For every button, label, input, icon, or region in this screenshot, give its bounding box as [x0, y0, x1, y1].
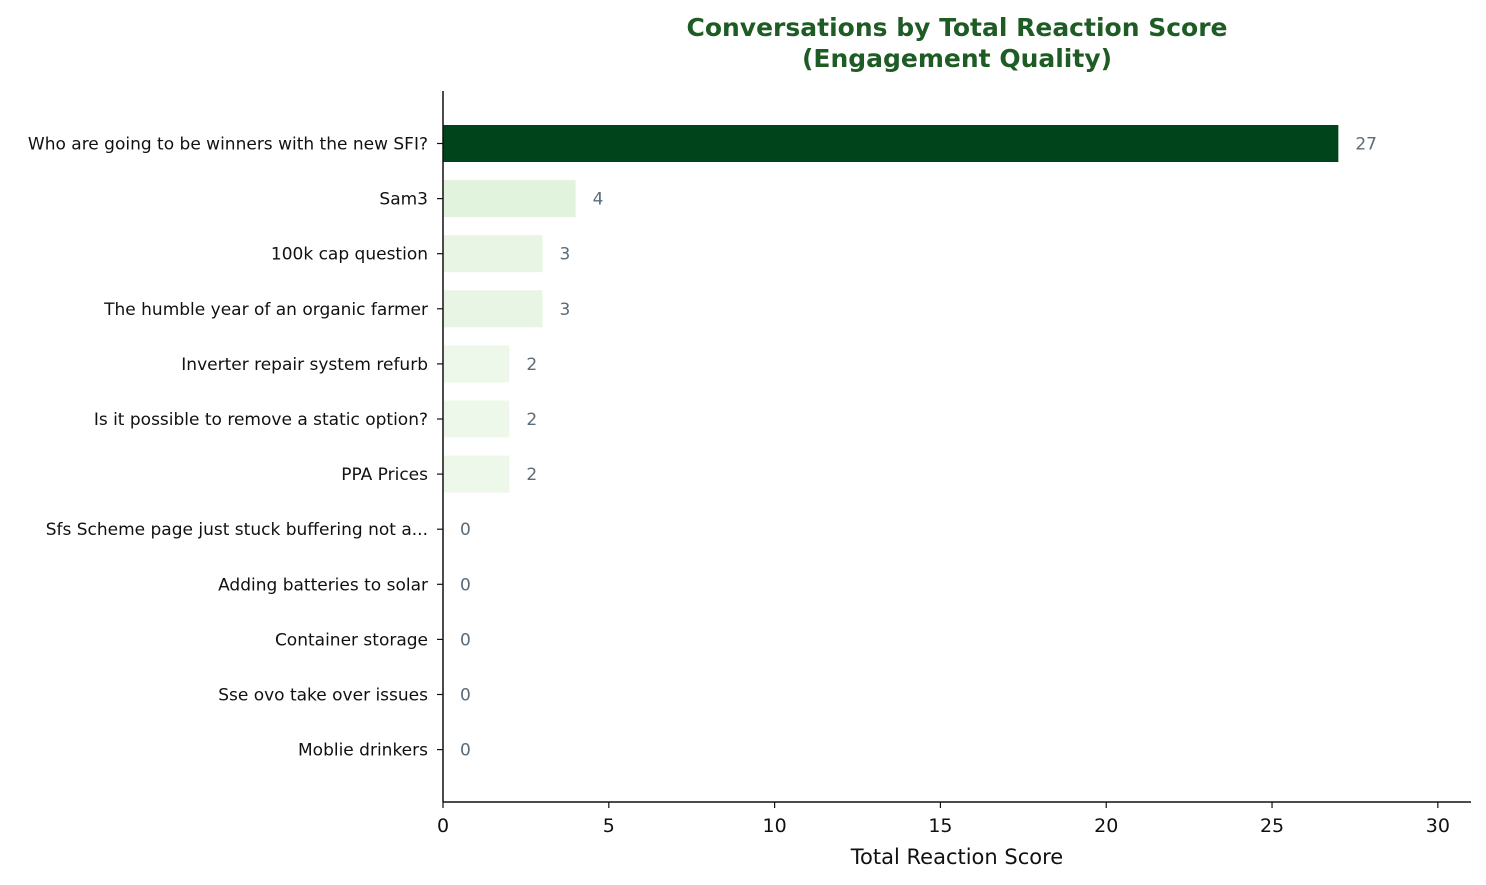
value-label-3: 3 — [559, 300, 570, 320]
x-tick-label-4: 20 — [1094, 815, 1118, 837]
category-label-11: Moblie drinkers — [298, 741, 428, 761]
value-label-5: 2 — [526, 410, 537, 430]
bar-3 — [443, 290, 543, 328]
bar-0 — [443, 125, 1339, 162]
value-label-7: 0 — [460, 520, 471, 540]
value-labels: 27 4 3 3 2 2 2 0 0 0 0 0 — [460, 135, 1377, 761]
value-label-2: 3 — [559, 245, 570, 265]
category-label-1: Sam3 — [379, 190, 428, 210]
x-tick-label-5: 25 — [1260, 815, 1284, 837]
value-label-8: 0 — [460, 575, 471, 595]
category-label-2: 100k cap question — [271, 245, 428, 265]
bars — [443, 125, 1339, 493]
value-label-6: 2 — [526, 465, 537, 485]
chart-title-line-2: (Engagement Quality) — [802, 44, 1112, 73]
x-tick-label-3: 15 — [928, 815, 952, 837]
value-label-1: 4 — [593, 190, 604, 210]
value-label-4: 2 — [526, 355, 537, 375]
axes — [442, 91, 1471, 803]
chart-title-line-1: Conversations by Total Reaction Score — [686, 13, 1227, 42]
category-label-4: Inverter repair system refurb — [181, 355, 428, 375]
x-axis-ticks: 0 5 10 15 20 25 30 — [437, 802, 1450, 837]
category-label-3: The humble year of an organic farmer — [103, 300, 428, 320]
bar-6 — [443, 455, 510, 493]
category-label-0: Who are going to be winners with the new… — [28, 135, 428, 155]
category-label-6: PPA Prices — [341, 465, 428, 485]
category-label-8: Adding batteries to solar — [218, 575, 428, 595]
chart-title: Conversations by Total Reaction Score (E… — [686, 13, 1227, 73]
bar-1 — [443, 180, 576, 218]
category-labels: Who are going to be winners with the new… — [28, 135, 443, 761]
bar-2 — [443, 235, 543, 273]
category-label-7: Sfs Scheme page just stuck buffering not… — [46, 520, 428, 540]
value-label-0: 27 — [1355, 135, 1377, 155]
x-axis-title: Total Reaction Score — [850, 845, 1063, 869]
category-label-9: Container storage — [275, 630, 428, 650]
x-tick-label-0: 0 — [437, 815, 449, 837]
value-label-11: 0 — [460, 741, 471, 761]
value-label-9: 0 — [460, 630, 471, 650]
category-label-10: Sse ovo take over issues — [218, 686, 428, 706]
category-label-5: Is it possible to remove a static option… — [94, 410, 428, 430]
bar-5 — [443, 400, 510, 438]
x-tick-label-6: 30 — [1426, 815, 1450, 837]
x-tick-label-1: 5 — [603, 815, 615, 837]
x-tick-label-2: 10 — [763, 815, 787, 837]
value-label-10: 0 — [460, 686, 471, 706]
bar-4 — [443, 345, 510, 383]
